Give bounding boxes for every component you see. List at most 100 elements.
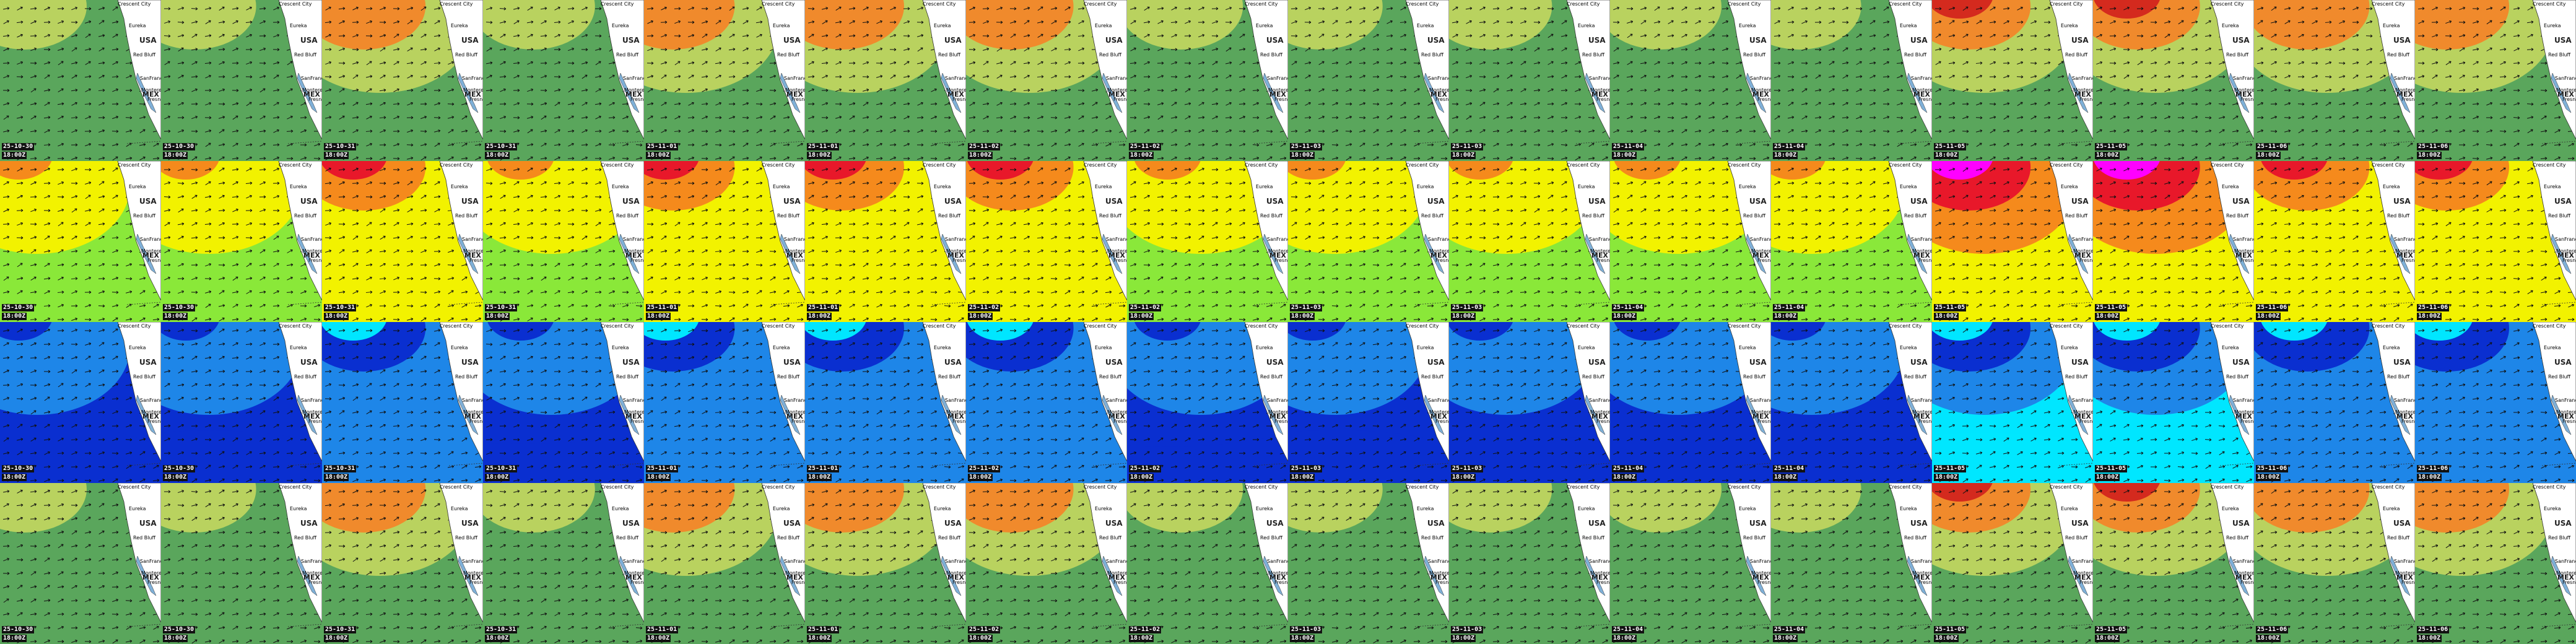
wind-arrow — [1613, 7, 1619, 11]
wind-arrow-head — [397, 102, 400, 106]
wind-arrow — [1626, 103, 1634, 105]
wind-arrow — [996, 157, 1003, 160]
wind-arrow-head — [920, 74, 923, 77]
wind-arrow — [380, 35, 386, 37]
wind-arrow — [246, 61, 252, 65]
wind-arrow — [541, 75, 547, 79]
wind-arrow-head — [1819, 61, 1822, 64]
wind-arrow — [1171, 7, 1177, 11]
wind-arrow-head — [1336, 143, 1339, 147]
wind-arrow — [1801, 7, 1808, 10]
wind-arrow-head — [116, 75, 119, 79]
wind-arrow-head — [598, 88, 601, 91]
wind-arrow-head — [1805, 102, 1808, 105]
wind-arrow-head — [1805, 34, 1808, 38]
wind-arrow — [232, 35, 239, 37]
wind-arrow — [163, 35, 171, 37]
wind-arrow-head — [1767, 143, 1770, 147]
wind-arrow-head — [894, 156, 897, 160]
wind-arrow-head — [503, 88, 506, 92]
wind-arrow — [1773, 7, 1781, 10]
wind-arrow-head — [74, 102, 77, 105]
wind-arrow — [554, 116, 560, 119]
wind-arrow-head — [894, 20, 897, 24]
wind-arrow-head — [866, 102, 869, 105]
wind-arrow-head — [1055, 102, 1058, 105]
wind-arrow — [1763, 157, 1769, 160]
wind-arrow-head — [1147, 6, 1150, 9]
wind-arrow — [1855, 103, 1863, 105]
wind-arrow — [554, 34, 560, 38]
wind-arrow — [1064, 34, 1071, 38]
wind-arrow-head — [356, 48, 359, 51]
border-line — [931, 141, 966, 144]
wind-arrow-head — [986, 88, 989, 91]
wind-arrow-head — [880, 157, 883, 160]
wind-arrow-head — [612, 61, 616, 64]
wind-arrow-head — [664, 116, 668, 120]
wind-arrow-head — [1322, 157, 1325, 160]
wind-arrow-head — [853, 61, 856, 65]
wind-arrow — [1694, 35, 1702, 37]
wind-arrow-head — [195, 75, 198, 79]
wind-arrow-head — [1216, 129, 1219, 133]
wind-arrow-head — [1082, 102, 1085, 105]
wind-arrow — [1735, 144, 1743, 146]
wind-arrow-head — [1671, 157, 1674, 160]
field-contour — [805, 0, 866, 19]
wind-arrow-head — [811, 88, 814, 92]
wind-arrow-head — [879, 20, 882, 24]
wind-arrow-head — [1630, 48, 1634, 51]
wind-arrow-head — [1417, 75, 1421, 78]
wind-arrow — [1722, 76, 1728, 78]
wind-arrow — [1897, 102, 1903, 106]
wind-arrow-head — [1256, 89, 1260, 92]
wind-arrow — [1331, 144, 1339, 146]
wind-arrow-head — [838, 61, 842, 64]
wind-arrow-head — [732, 6, 735, 9]
wind-arrow-head — [598, 61, 601, 64]
wind-arrow-head — [194, 156, 198, 159]
wind-arrow — [890, 89, 896, 92]
wind-arrow — [1332, 75, 1338, 79]
wind-arrow — [43, 144, 51, 146]
wind-arrow-head — [1160, 47, 1164, 51]
wind-arrow-head — [557, 6, 560, 10]
wind-arrow-head — [503, 129, 507, 133]
wind-arrow-head — [893, 74, 896, 77]
city-label: Fresno — [1435, 97, 1449, 102]
wind-arrow — [1010, 48, 1016, 51]
wind-arrow-head — [1322, 102, 1325, 106]
wind-arrow — [1640, 7, 1647, 10]
wind-arrow-head — [626, 142, 629, 146]
wind-arrow-head — [342, 61, 346, 65]
central-valley-shading — [1746, 72, 1767, 113]
wind-arrow — [1010, 89, 1016, 92]
wind-arrow-head — [1202, 61, 1205, 64]
wind-arrow-head — [1014, 20, 1017, 24]
wind-arrow — [595, 76, 601, 78]
wind-arrow — [688, 47, 694, 52]
wind-arrow-head — [825, 89, 829, 92]
wind-arrow-head — [195, 129, 198, 133]
wind-arrow-head — [746, 142, 749, 146]
wind-arrow-head — [1524, 48, 1527, 51]
wind-arrow — [246, 7, 252, 11]
wind-arrow-head — [20, 48, 24, 51]
wind-arrow-head — [1363, 157, 1366, 160]
wind-arrow — [58, 76, 64, 78]
wind-arrow — [1492, 7, 1500, 10]
wind-arrow-head — [304, 116, 307, 120]
wind-arrow — [1506, 144, 1513, 146]
wind-arrow-head — [1363, 129, 1366, 133]
wind-arrow — [1037, 61, 1043, 65]
wind-arrow-head — [1726, 61, 1729, 65]
wind-arrow-head — [1767, 157, 1770, 160]
wind-arrow — [139, 144, 146, 146]
wind-arrow-head — [1243, 157, 1246, 160]
wind-arrow — [848, 157, 856, 160]
wind-arrow-head — [1483, 75, 1486, 79]
wind-arrow-head — [263, 7, 266, 11]
wind-arrow — [325, 116, 331, 119]
wind-arrow-head — [1658, 48, 1661, 51]
